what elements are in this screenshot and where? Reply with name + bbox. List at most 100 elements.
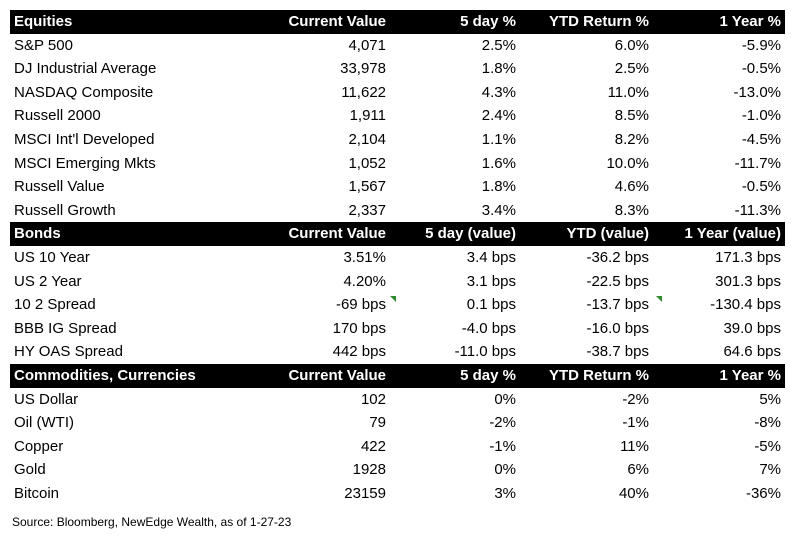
table-cell: -4.0 bps (461, 319, 516, 337)
table-row: Russell Value 1,567 1.8% 4.6% -0.5% (10, 175, 785, 199)
table-cell: 1.8% (481, 60, 516, 78)
table-cell: 1,052 (348, 154, 386, 172)
table-cell: 3.4% (481, 201, 516, 219)
table-cell: 3.51% (343, 248, 386, 266)
table-cell: 1,911 (349, 107, 386, 125)
column-header: 1 Year % (653, 10, 785, 34)
column-header: YTD Return % (520, 363, 653, 388)
table-row: HY OAS Spread 442 bps -11.0 bps -38.7 bps 64… (10, 340, 785, 364)
table-cell: 64.6 bps (723, 343, 781, 361)
table-cell: 2.5% (481, 36, 516, 54)
table-row: US Dollar 102 0% -2% 5% (10, 388, 785, 412)
table-cell: 8.3% (614, 201, 649, 219)
table-cell: -38.7 bps (586, 343, 649, 361)
table-cell: 4.6% (614, 178, 649, 196)
row-label: S&P 500 (14, 36, 73, 54)
table-cell: 8.5% (614, 107, 649, 125)
section-title: Commodities, Currencies (10, 363, 240, 388)
table-cell: -36.2 bps (586, 248, 649, 266)
table-cell: 422 (360, 437, 386, 455)
row-label: 10 2 Spread (14, 296, 96, 314)
section-header-equities: Equities Current Value 5 day % YTD Return %… (10, 10, 785, 34)
table-row: Bitcoin 23159 3% 40% -36% (10, 482, 785, 506)
table-cell: 10.0% (606, 154, 649, 172)
table-row: MSCI Int'l Developed 2,104 1.1% 8.2% -4.5% (10, 128, 785, 152)
table-cell: 0% (494, 390, 516, 408)
table-cell: 6.0% (614, 36, 649, 54)
table-cell: 1.8% (481, 178, 516, 196)
table-row: MSCI Emerging Mkts 1,052 1.6% 10.0% -11.7% (10, 152, 785, 176)
row-label: NASDAQ Composite (14, 83, 154, 101)
table-row: Oil (WTI) 79 -2% -1% -8% (10, 411, 785, 435)
table-cell: 2,104 (348, 130, 386, 148)
column-header: Current Value (240, 222, 390, 246)
table-row: Russell 2000 1,911 2.4% 8.5% -1.0% (10, 104, 785, 128)
table-cell: 2.4% (481, 107, 516, 125)
table-cell: -1% (622, 414, 649, 432)
table-row: 10 2 Spread -69 bps 0.1 bps -13.7 bps -130.4… (10, 293, 785, 317)
table-cell: 5% (759, 390, 781, 408)
table-row: US 10 Year 3.51% 3.4 bps -36.2 bps 171.3 bps (10, 246, 785, 270)
row-label: US 10 Year (14, 248, 90, 266)
table-cell: 11.0% (607, 83, 649, 101)
table-row: US 2 Year 4.20% 3.1 bps -22.5 bps 301.3 bps (10, 270, 785, 294)
row-label: DJ Industrial Average (14, 60, 157, 78)
table-cell: -13.0% (733, 83, 781, 101)
table-cell: -11.3% (734, 201, 781, 219)
table-cell: 4.3% (481, 83, 516, 101)
table-cell: -0.5% (741, 60, 781, 78)
table-cell: 23159 (344, 484, 386, 502)
table-cell: 442 bps (332, 343, 386, 361)
row-label: Gold (14, 461, 46, 479)
row-label: HY OAS Spread (14, 343, 123, 361)
row-label: US Dollar (14, 390, 79, 408)
column-header: 1 Year (value) (653, 222, 785, 246)
table-cell: 170 bps (332, 319, 386, 337)
table-cell: -1% (489, 437, 516, 455)
table-cell: 4,071 (348, 36, 386, 54)
column-header: 5 day (value) (390, 222, 520, 246)
table-cell: 8.2% (614, 130, 649, 148)
row-label: Oil (WTI) (14, 414, 74, 432)
table-cell: -4.5% (741, 130, 781, 148)
table-cell: 1.1% (481, 130, 516, 148)
column-header: YTD Return % (520, 10, 653, 34)
cell-comment-marker (390, 296, 396, 302)
cell-comment-marker (656, 296, 662, 302)
table-cell: -16.0 bps (586, 319, 649, 337)
column-header: Current Value (240, 10, 390, 34)
table-cell: 6% (627, 461, 649, 479)
table-cell: 3% (494, 484, 516, 502)
table-cell: -1.0% (741, 107, 781, 125)
table-cell: 2,337 (348, 201, 386, 219)
section-header-bonds: Bonds Current Value 5 day (value) YTD (valu… (10, 222, 785, 246)
table-cell: 4.20% (343, 272, 386, 290)
table-cell: -36% (745, 484, 781, 502)
section-title: Equities (10, 10, 240, 34)
row-label: Bitcoin (14, 484, 60, 502)
table-cell: 2.5% (614, 60, 649, 78)
table-row: BBB IG Spread 170 bps -4.0 bps -16.0 bps 39.… (10, 317, 785, 341)
table-cell: 3.4 bps (466, 248, 516, 266)
table-row: Russell Growth 2,337 3.4% 8.3% -11.3% (10, 199, 785, 223)
table-cell: -5.9% (741, 36, 781, 54)
table-cell: -5% (754, 437, 781, 455)
table-row: Gold 1928 0% 6% 7% (10, 458, 785, 482)
table-cell: 102 (360, 390, 386, 408)
table-row: DJ Industrial Average 33,978 1.8% 2.5% -0.5% (10, 57, 785, 81)
table-cell: 40% (618, 484, 649, 502)
table-cell: 33,978 (340, 60, 386, 78)
table-row: S&P 500 4,071 2.5% 6.0% -5.9% (10, 34, 785, 58)
column-header: 5 day % (390, 10, 520, 34)
source-note: Source: Bloomberg, NewEdge Wealth, as of… (12, 515, 292, 529)
table-cell: 39.0 bps (723, 319, 781, 337)
table-cell: 0.1 bps (466, 296, 516, 314)
section-header-commodities: Commodities, Currencies Current Value 5 da… (10, 363, 785, 388)
table-cell: -0.5% (741, 178, 781, 196)
table-cell: 1.6% (481, 154, 516, 172)
row-label: Russell Growth (14, 201, 116, 219)
table-cell: -69 bps (335, 296, 386, 314)
table-cell: -8% (754, 414, 781, 432)
row-label: Russell Value (14, 178, 105, 196)
table-cell: -11.0 bps (454, 343, 516, 361)
